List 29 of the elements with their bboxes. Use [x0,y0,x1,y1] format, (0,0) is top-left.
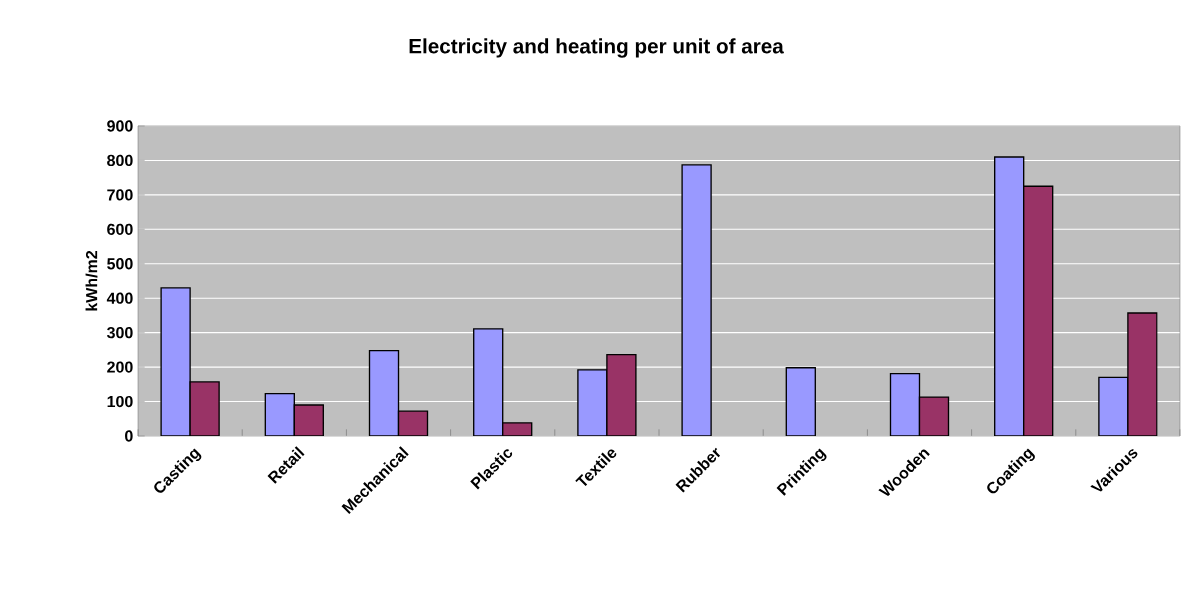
bar [1098,376,1129,436]
y-tick-label: 800 [107,154,133,167]
bar [577,369,608,436]
y-tick-label: 0 [125,430,133,442]
bar [681,164,712,436]
y-tick-label: 700 [107,189,133,201]
bar [189,381,220,436]
bar [397,410,429,436]
y-tick-label: 100 [107,395,133,408]
bar [1127,312,1158,436]
bar [160,287,191,436]
y-tick-label: 500 [107,258,133,270]
bar [918,396,950,436]
bar [293,404,324,436]
bar [264,392,295,436]
bar [889,372,921,436]
y-tick-label: 300 [106,326,133,339]
bar [606,354,637,436]
bar [785,367,816,436]
bar [473,328,504,436]
y-tick-label: 400 [106,292,133,304]
chart-title: Electricity and heating per unit of area [409,38,784,58]
y-tick-label: 600 [107,223,133,235]
bar [994,156,1025,436]
y-tick-label: 200 [107,361,133,373]
y-axis-title: kWh/m2 [85,250,98,311]
bar [1023,185,1054,436]
bar [368,349,400,436]
y-tick-label: 900 [107,120,133,132]
